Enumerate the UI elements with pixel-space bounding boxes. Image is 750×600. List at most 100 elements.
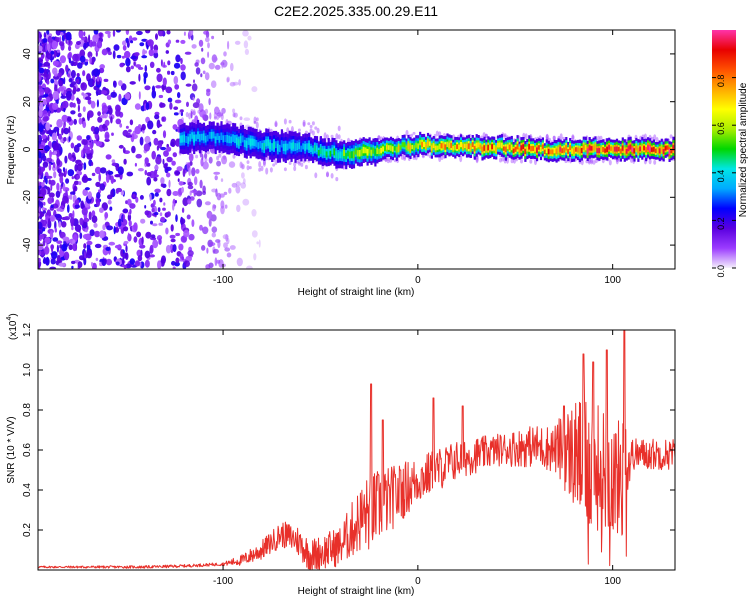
halo-speckle (438, 131, 442, 137)
noise-speckle (74, 204, 81, 209)
noise-speckle (244, 48, 249, 56)
noise-speckle (125, 200, 128, 205)
noise-speckle (81, 36, 86, 41)
signal-band-cell (652, 146, 656, 152)
noise-speckle (256, 241, 259, 245)
noise-speckle (214, 64, 221, 70)
signal-band-cell (559, 146, 562, 152)
signal-band-cell (321, 148, 324, 156)
signal-band-cell (251, 138, 254, 146)
noise-speckle (38, 165, 41, 175)
signal-band-cell (539, 146, 543, 153)
noise-speckle (67, 116, 72, 122)
noise-speckle (58, 262, 65, 267)
noise-speckle (121, 252, 128, 259)
halo-speckle (274, 159, 278, 165)
noise-speckle (174, 261, 180, 267)
signal-band-cell (563, 147, 566, 153)
noise-speckle (162, 158, 165, 165)
noise-speckle (207, 51, 210, 58)
noise-speckle (210, 80, 217, 88)
noise-speckle (52, 60, 59, 67)
halo-speckle (571, 134, 575, 140)
halo-speckle (653, 134, 657, 141)
noise-speckle (154, 192, 159, 197)
halo-speckle (503, 133, 507, 138)
noise-speckle (208, 98, 211, 106)
noise-speckle (105, 154, 112, 160)
signal-band-cell (444, 144, 447, 150)
noise-speckle (41, 206, 45, 211)
noise-speckle (165, 244, 172, 254)
noise-speckle (38, 229, 41, 235)
noise-speckle (50, 179, 56, 186)
signal-band-cell (387, 145, 391, 150)
signal-band-cell (282, 143, 285, 151)
noise-speckle (47, 134, 50, 142)
noise-speckle (77, 261, 83, 268)
noise-speckle (51, 197, 54, 203)
noise-speckle (177, 92, 181, 99)
colorbar-tick-label: 0.0 (716, 265, 726, 278)
halo-speckle (197, 109, 201, 114)
noise-speckle (40, 91, 44, 96)
halo-speckle (475, 156, 479, 164)
noise-speckle (81, 207, 88, 216)
signal-band-cell (350, 151, 354, 159)
noise-speckle (233, 112, 238, 118)
signal-band-cell (335, 150, 338, 158)
noise-speckle (173, 112, 179, 116)
noise-speckle (46, 30, 50, 35)
halo-speckle (192, 109, 196, 116)
noise-speckle (56, 132, 60, 137)
noise-speckle (91, 172, 96, 177)
signal-band-cell (349, 151, 352, 159)
noise-speckle (212, 248, 219, 254)
noise-speckle (168, 179, 171, 188)
noise-speckle (42, 161, 49, 168)
noise-speckle (144, 157, 149, 165)
noise-speckle (64, 155, 68, 164)
noise-speckle (122, 208, 129, 214)
halo-speckle (272, 163, 276, 167)
signal-band-cell (249, 138, 252, 147)
noise-speckle (162, 77, 167, 86)
noise-speckle (163, 150, 169, 157)
noise-speckle (43, 94, 49, 98)
signal-band-cell (337, 152, 340, 159)
noise-speckle (185, 83, 192, 87)
noise-speckle (93, 222, 98, 228)
signal-band-cell (374, 148, 377, 156)
spectrogram-xtick-label: 100 (604, 275, 621, 286)
noise-speckle (159, 197, 163, 203)
noise-speckle (73, 180, 80, 185)
noise-speckle (147, 39, 154, 47)
noise-speckle (98, 32, 103, 38)
noise-speckle (107, 32, 111, 39)
noise-speckle (171, 160, 176, 166)
noise-speckle (76, 73, 80, 77)
halo-speckle (181, 117, 184, 124)
noise-speckle (186, 214, 191, 220)
halo-speckle (185, 111, 189, 118)
signal-band-cell (386, 144, 389, 150)
signal-band-cell (573, 148, 576, 154)
noise-speckle (160, 183, 164, 187)
noise-speckle (144, 85, 151, 91)
snr-ytick-label: 1.2 (22, 323, 33, 337)
signal-band-cell (475, 142, 478, 149)
noise-speckle (174, 171, 181, 175)
noise-speckle (172, 152, 177, 158)
noise-speckle (160, 146, 167, 151)
noise-speckle (194, 176, 198, 186)
signal-band-cell (333, 148, 336, 156)
signal-band-cell (479, 144, 482, 149)
signal-band-cell (253, 139, 256, 147)
noise-speckle (119, 62, 124, 68)
noise-speckle (190, 111, 193, 119)
halo-speckle (412, 131, 416, 135)
noise-speckle (191, 219, 195, 228)
halo-speckle (202, 113, 206, 121)
noise-speckle (68, 57, 72, 64)
signal-band-cell (347, 150, 350, 157)
